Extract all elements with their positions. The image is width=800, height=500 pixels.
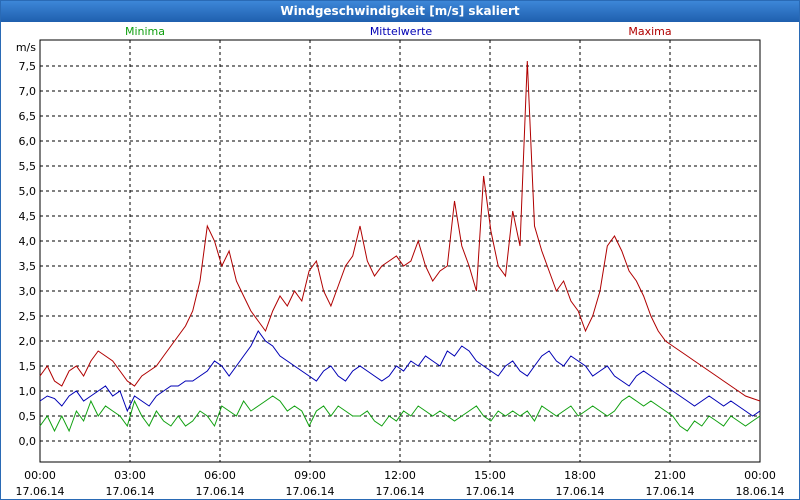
y-tick-label: 5,5 (19, 160, 37, 173)
series-line-max (39, 60, 761, 402)
x-tick-time: 15:00 (474, 469, 506, 482)
y-tick-label: 7,0 (19, 85, 37, 98)
x-tick-date: 17.06.14 (376, 485, 425, 498)
y-tick-label: 2,0 (19, 335, 37, 348)
x-tick-time: 00:00 (744, 469, 776, 482)
x-tick-time: 03:00 (114, 469, 146, 482)
grid (40, 40, 760, 462)
y-tick-label: 1,5 (19, 360, 37, 373)
window-title: Windgeschwindigkeit [m/s] skaliert (1, 1, 799, 22)
y-tick-label: 7,5 (19, 60, 37, 73)
legend-entry-min: Minima (125, 25, 165, 38)
x-tick-date: 17.06.14 (106, 485, 155, 498)
plot-border (39, 39, 761, 463)
x-tick-time: 06:00 (204, 469, 236, 482)
y-tick-label: 0,5 (19, 410, 37, 423)
x-tick-time: 21:00 (654, 469, 686, 482)
legend: Minima Mittelwerte Maxima (125, 25, 672, 38)
y-tick-label: 6,5 (19, 110, 37, 123)
y-tick-label: 1,0 (19, 385, 37, 398)
y-tick-label: 5,0 (19, 185, 37, 198)
y-tick-label: 4,0 (19, 235, 37, 248)
y-tick-label: 2,5 (19, 310, 37, 323)
x-tick-date: 17.06.14 (646, 485, 695, 498)
x-tick-time: 09:00 (294, 469, 326, 482)
x-tick-date: 17.06.14 (16, 485, 65, 498)
x-tick-date: 17.06.14 (466, 485, 515, 498)
series-line-min (39, 395, 761, 433)
legend-entry-max: Maxima (628, 25, 671, 38)
axes: 0,0 0,5 1,0 1,5 2,0 2,5 3,0 3,5 4,0 4,5 5,0 5,5 6,0 6… (16, 39, 785, 498)
x-tick-date: 17.06.14 (196, 485, 245, 498)
x-tick-date: 17.06.14 (286, 485, 335, 498)
y-axis-label: m/s (16, 41, 36, 54)
y-tick-label: 0,0 (19, 435, 37, 448)
y-tick-label: 3,0 (19, 285, 37, 298)
series-group (39, 60, 761, 433)
x-tick-time: 18:00 (564, 469, 596, 482)
x-tick-date: 17.06.14 (556, 485, 605, 498)
legend-entry-mean: Mittelwerte (370, 25, 433, 38)
y-tick-label: 3,5 (19, 260, 37, 273)
x-tick-date: 18.06.14 (736, 485, 785, 498)
series-line-mean (39, 330, 761, 417)
y-tick-label: 4,5 (19, 210, 37, 223)
x-tick-time: 12:00 (384, 469, 416, 482)
x-tick-time: 00:00 (24, 469, 56, 482)
y-tick-label: 6,0 (19, 135, 37, 148)
